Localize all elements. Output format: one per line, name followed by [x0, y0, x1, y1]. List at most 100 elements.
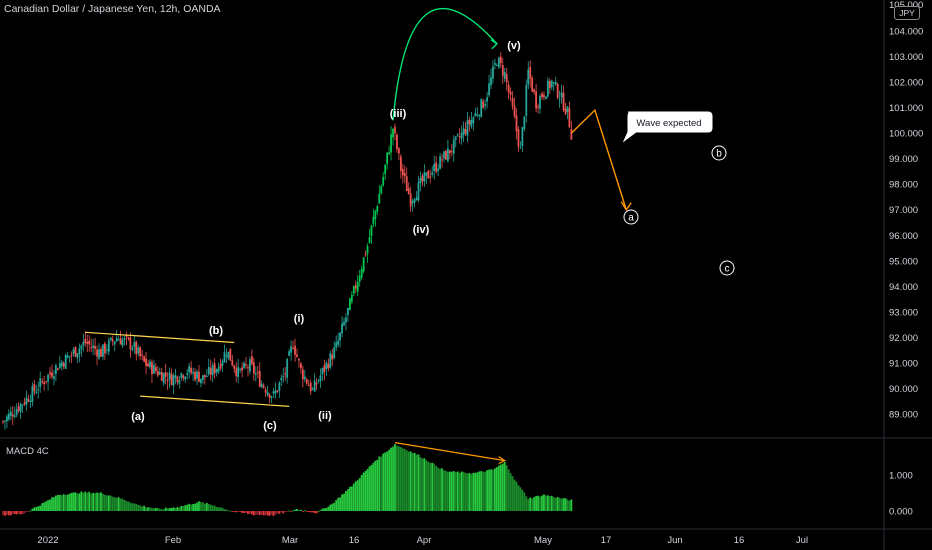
macd-bar: [535, 496, 537, 511]
candle-body: [507, 84, 510, 93]
candle-body: [349, 298, 351, 311]
macd-bar: [62, 494, 65, 511]
candle-body: [31, 386, 34, 402]
candle-body: [301, 369, 304, 380]
price-axis[interactable]: 89.000 90.000 91.000 92.000 93.000 94.000 95.0…: [889, 0, 923, 518]
macd-bar: [364, 470, 367, 511]
candle-body: [523, 116, 526, 129]
candle-body: [413, 199, 416, 203]
macd-bar: [529, 497, 532, 511]
macd-bar: [327, 506, 330, 511]
candle-body: [11, 414, 14, 417]
candle-body: [378, 193, 381, 204]
macd-bar: [511, 476, 514, 511]
macd-bar: [2, 511, 4, 516]
candle-body: [25, 397, 28, 405]
candle-body: [6, 416, 8, 422]
candle-body: [554, 81, 557, 85]
candle-body: [317, 380, 320, 382]
currency-badge[interactable]: JPY: [894, 6, 920, 20]
macd-bar: [49, 499, 51, 511]
macd-bar: [268, 511, 271, 516]
candle-body: [454, 136, 457, 140]
macd-bar: [25, 511, 28, 512]
candle-body: [537, 106, 539, 108]
candle-body: [294, 345, 296, 355]
macd-bar: [174, 507, 177, 511]
time-axis[interactable]: 2022 Feb Mar 16 Apr May 17 Jun 16 Jul: [37, 535, 808, 546]
macd-bar: [307, 511, 310, 512]
macd-bar: [113, 497, 116, 511]
macd-bar: [468, 473, 471, 511]
macd-bar: [53, 497, 55, 511]
channel-lower-line: [140, 395, 290, 407]
macd-bar: [94, 493, 96, 511]
macd-bar: [282, 511, 285, 514]
macd-bar: [552, 497, 555, 511]
candle-body: [131, 348, 134, 351]
macd-bar: [223, 509, 226, 511]
candle-body: [517, 129, 520, 147]
macd-indicator-label[interactable]: MACD 4C: [6, 446, 49, 457]
candle-body: [437, 168, 439, 172]
candle-body: [9, 411, 12, 416]
macd-bar: [564, 498, 567, 511]
macd-bar: [211, 505, 214, 511]
macd-bar: [447, 471, 449, 511]
macd-bar: [133, 503, 136, 511]
candle-body: [460, 132, 463, 139]
macd-bar: [82, 492, 85, 511]
macd-bar: [229, 510, 232, 512]
price-tick-label: 92.000: [889, 333, 918, 344]
macd-bar: [207, 503, 210, 511]
macd-histogram: [2, 444, 573, 517]
macd-bar: [55, 495, 57, 511]
macd-bar: [337, 497, 340, 511]
candle-body: [207, 367, 210, 375]
candle-body: [405, 176, 408, 191]
macd-bar: [335, 500, 338, 511]
candle-body: [505, 74, 508, 83]
time-tick-label: 17: [601, 535, 612, 546]
candle-body: [137, 347, 140, 354]
candle-body: [117, 339, 120, 341]
candle-body: [168, 372, 171, 380]
time-tick-label: Apr: [417, 535, 432, 546]
candle-body: [200, 378, 202, 384]
candle-body: [539, 96, 541, 109]
macd-bar: [129, 502, 132, 511]
macd-bar: [141, 506, 144, 511]
macd-bar: [188, 503, 191, 511]
macd-bar: [235, 511, 238, 513]
candle-body: [115, 338, 118, 342]
macd-bar: [256, 511, 259, 515]
candle-body: [433, 163, 436, 172]
candle-body: [76, 353, 79, 358]
candle-body: [384, 164, 387, 175]
candle-body: [278, 382, 281, 391]
macd-bar: [35, 506, 38, 511]
macd-bar: [213, 505, 216, 511]
wave-arc-arrowhead: [490, 39, 498, 50]
candle-body: [270, 396, 273, 398]
macd-bar: [431, 462, 434, 511]
macd-bar: [413, 452, 416, 511]
macd-bar: [243, 511, 245, 514]
chart-title: Canadian Dollar / Japanese Yen, 12h, OAN…: [4, 3, 221, 15]
macd-bar: [221, 507, 224, 511]
macd-bar: [241, 511, 243, 513]
candle-body: [7, 413, 10, 420]
candle-body: [143, 356, 145, 362]
macd-bar: [119, 498, 122, 511]
macd-bar: [176, 507, 179, 511]
macd-bar: [450, 471, 453, 511]
macd-bar: [19, 511, 22, 515]
candle-body: [305, 379, 308, 384]
candle-body: [386, 152, 389, 165]
candle-body: [509, 91, 512, 95]
macd-bar: [354, 481, 357, 511]
candle-body: [403, 172, 406, 177]
candle-body: [307, 385, 310, 387]
